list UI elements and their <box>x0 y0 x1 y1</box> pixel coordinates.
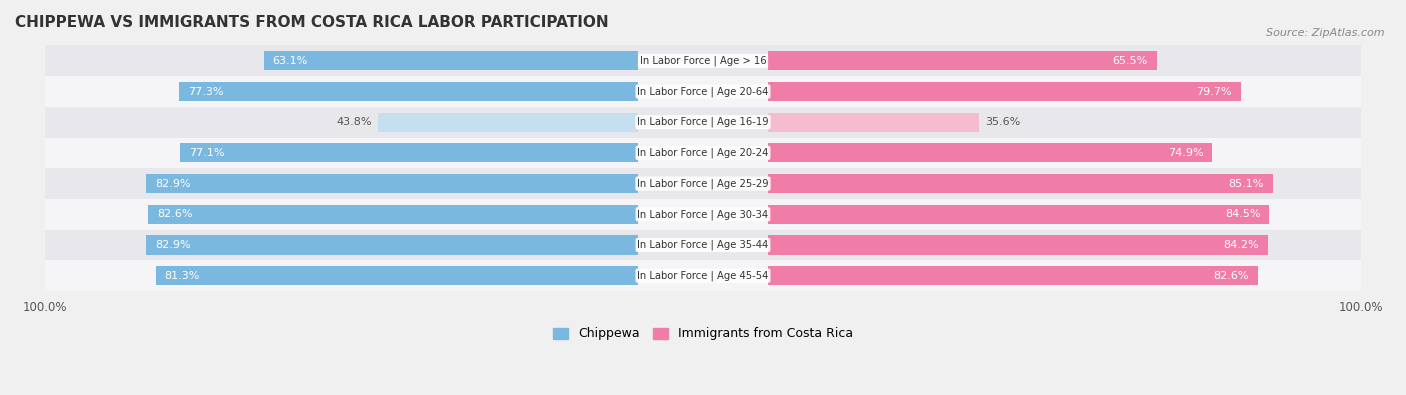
Text: 81.3%: 81.3% <box>165 271 200 281</box>
Text: In Labor Force | Age 45-54: In Labor Force | Age 45-54 <box>637 271 769 281</box>
Bar <box>768 82 1241 101</box>
Text: In Labor Force | Age 16-19: In Labor Force | Age 16-19 <box>637 117 769 128</box>
Text: In Labor Force | Age 30-34: In Labor Force | Age 30-34 <box>637 209 769 220</box>
Text: 74.9%: 74.9% <box>1168 148 1204 158</box>
Bar <box>378 113 638 132</box>
Text: 77.1%: 77.1% <box>190 148 225 158</box>
Text: 65.5%: 65.5% <box>1112 56 1147 66</box>
Text: In Labor Force | Age > 16: In Labor Force | Age > 16 <box>640 56 766 66</box>
Text: 84.2%: 84.2% <box>1223 240 1258 250</box>
Bar <box>768 51 1157 70</box>
Bar <box>45 137 1361 168</box>
Bar <box>768 235 1268 254</box>
Text: 82.6%: 82.6% <box>156 209 193 219</box>
Bar <box>45 229 1361 260</box>
Bar <box>146 235 638 254</box>
Text: 84.5%: 84.5% <box>1225 209 1261 219</box>
Bar <box>45 45 1361 76</box>
Bar <box>45 107 1361 137</box>
Bar <box>768 113 980 132</box>
Bar <box>146 174 638 193</box>
Bar <box>180 143 638 162</box>
Text: In Labor Force | Age 20-64: In Labor Force | Age 20-64 <box>637 86 769 97</box>
Text: 43.8%: 43.8% <box>336 117 373 127</box>
Bar <box>156 266 638 285</box>
Text: 63.1%: 63.1% <box>273 56 308 66</box>
Text: CHIPPEWA VS IMMIGRANTS FROM COSTA RICA LABOR PARTICIPATION: CHIPPEWA VS IMMIGRANTS FROM COSTA RICA L… <box>15 15 609 30</box>
Legend: Chippewa, Immigrants from Costa Rica: Chippewa, Immigrants from Costa Rica <box>548 322 858 346</box>
Text: In Labor Force | Age 35-44: In Labor Force | Age 35-44 <box>637 240 769 250</box>
Bar <box>768 174 1272 193</box>
Bar <box>263 51 638 70</box>
Bar <box>768 143 1212 162</box>
Bar <box>45 199 1361 229</box>
Text: 82.9%: 82.9% <box>155 240 191 250</box>
Text: Source: ZipAtlas.com: Source: ZipAtlas.com <box>1267 28 1385 38</box>
Text: 35.6%: 35.6% <box>986 117 1021 127</box>
Bar <box>768 205 1270 224</box>
Bar <box>45 260 1361 291</box>
Text: 82.6%: 82.6% <box>1213 271 1250 281</box>
Text: 77.3%: 77.3% <box>188 87 224 96</box>
Bar <box>180 82 638 101</box>
Text: 82.9%: 82.9% <box>155 179 191 188</box>
Text: In Labor Force | Age 25-29: In Labor Force | Age 25-29 <box>637 179 769 189</box>
Bar <box>45 76 1361 107</box>
Bar <box>45 168 1361 199</box>
Text: 79.7%: 79.7% <box>1197 87 1232 96</box>
Text: 85.1%: 85.1% <box>1229 179 1264 188</box>
Bar <box>148 205 638 224</box>
Bar <box>768 266 1258 285</box>
Text: In Labor Force | Age 20-24: In Labor Force | Age 20-24 <box>637 148 769 158</box>
